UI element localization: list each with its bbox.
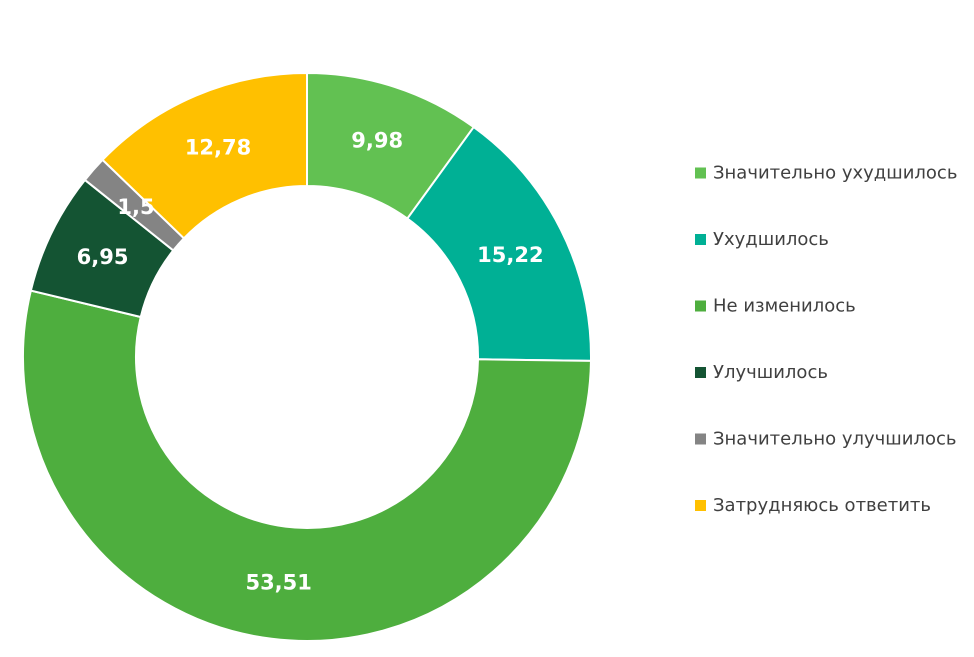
- data-label-slice-4: 6,95: [77, 245, 129, 269]
- legend-item-3: Не изменилось: [695, 296, 856, 317]
- legend-label-4: Улучшилось: [713, 362, 828, 383]
- legend-label-2: Ухудшилось: [713, 229, 829, 250]
- legend-item-2: Ухудшилось: [695, 229, 829, 250]
- legend-swatch-5: [695, 433, 706, 445]
- data-label-slice-5: 1,5: [117, 195, 154, 219]
- data-label-slice-6: 12,78: [185, 136, 251, 160]
- data-label-slice-1: 9,98: [351, 129, 403, 153]
- legend-label-6: Затрудняюсь ответить: [713, 495, 931, 516]
- legend-swatch-3: [695, 300, 706, 312]
- legend-swatch-4: [695, 367, 706, 378]
- legend-label-3: Не изменилось: [713, 296, 856, 317]
- labels-layer: 9,98 15,22 53,51 6,95 1,5 12,78: [77, 129, 544, 595]
- legend-item-5: Значительно улучшилось: [695, 429, 956, 450]
- legend-item-1: Значительно ухудшилось: [695, 163, 957, 184]
- legend-swatch-1: [695, 167, 706, 179]
- donut-slice-6: [101, 71, 308, 240]
- legend-label-5: Значительно улучшилось: [713, 429, 956, 450]
- legend-label-1: Значительно ухудшилось: [713, 163, 957, 184]
- data-label-slice-2: 15,22: [477, 243, 543, 267]
- legend-item-4: Улучшилось: [695, 362, 828, 383]
- data-label-slice-3: 53,51: [245, 571, 311, 595]
- legend-swatch-2: [695, 234, 706, 245]
- slices-layer: [22, 71, 592, 642]
- legend: Значительно ухудшилось Ухудшилось Не измен…: [695, 163, 957, 516]
- legend-swatch-6: [695, 500, 706, 511]
- legend-item-6: Затрудняюсь ответить: [695, 495, 931, 516]
- donut-slice-3: [22, 289, 592, 642]
